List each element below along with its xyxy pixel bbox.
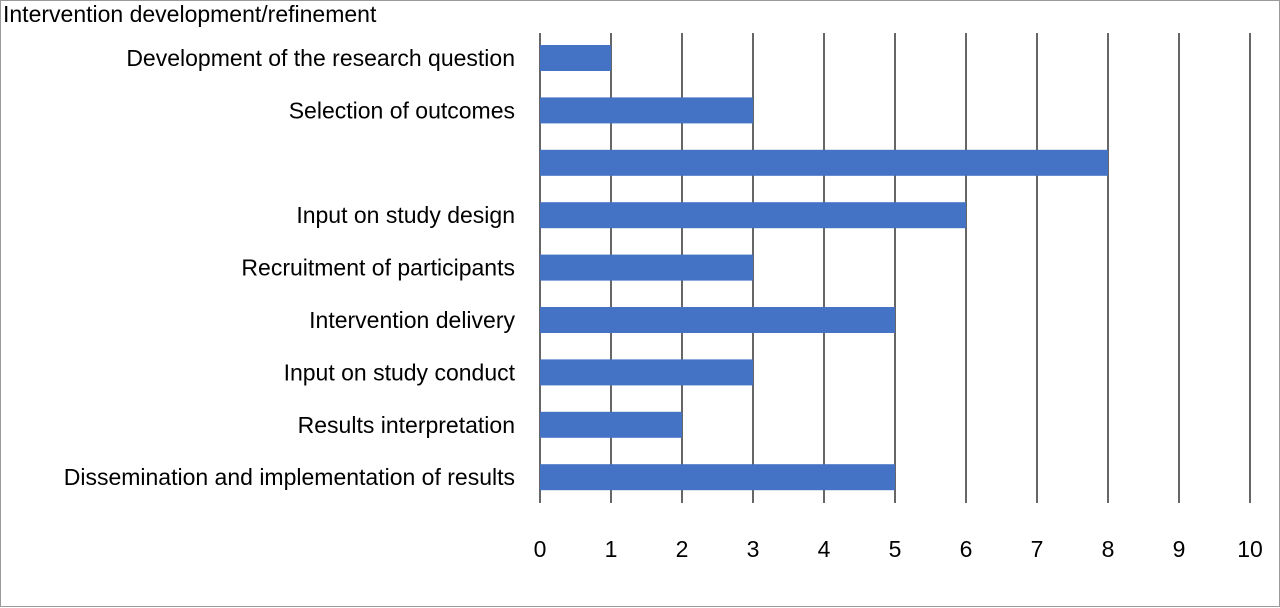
category-label-9: Dissemination and implementation of resu…: [64, 464, 515, 490]
bar-1: [540, 45, 611, 71]
category-label-6: Intervention delivery: [309, 307, 515, 333]
category-label-1: Development of the research question: [126, 45, 515, 71]
bars: [540, 45, 1108, 491]
x-tick-label-9: 9: [1173, 536, 1186, 562]
category-label-7: Input on study conduct: [284, 359, 516, 385]
x-axis-tick-labels: 0 1 2 3 4 5 6 7 8 9 10: [534, 536, 1263, 562]
bar-2: [540, 97, 753, 124]
x-tick-label-3: 3: [747, 536, 760, 562]
bar-5: [540, 254, 753, 281]
x-tick-label-5: 5: [889, 536, 902, 562]
bar-9: [540, 464, 895, 491]
bar-4: [540, 202, 966, 229]
x-tick-label-4: 4: [818, 536, 831, 562]
category-label-8: Results interpretation: [298, 412, 515, 438]
x-tick-label-6: 6: [960, 536, 973, 562]
category-label-2: Selection of outcomes: [289, 97, 515, 123]
x-tick-label-0: 0: [534, 536, 547, 562]
top-category-label: Intervention development/refinement: [3, 1, 377, 27]
bar-7: [540, 359, 753, 386]
x-tick-label-10: 10: [1237, 536, 1263, 562]
category-labels: Development of the research question Sele…: [64, 45, 516, 490]
x-tick-label-8: 8: [1102, 536, 1115, 562]
x-tick-label-1: 1: [605, 536, 618, 562]
category-label-4: Input on study design: [296, 202, 515, 228]
bar-3: [540, 149, 1108, 176]
bar-6: [540, 307, 895, 333]
x-tick-label-2: 2: [676, 536, 689, 562]
x-tick-label-7: 7: [1031, 536, 1044, 562]
category-label-5: Recruitment of participants: [241, 255, 515, 281]
bar-8: [540, 411, 682, 438]
